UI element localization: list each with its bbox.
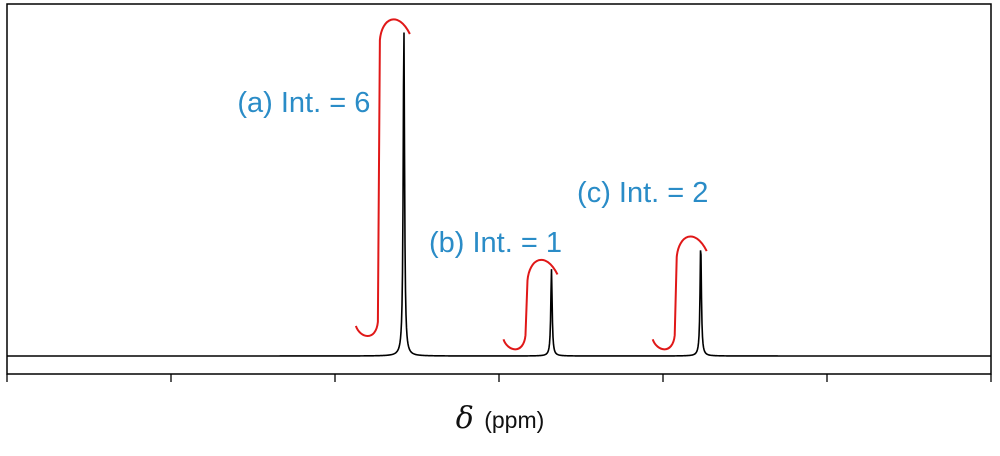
integral-curve-3 — [651, 235, 708, 351]
peak-label-2: (b) Int. = 1 — [429, 227, 562, 259]
x-axis-title: δ (ppm) — [456, 401, 545, 436]
integral-curves — [354, 18, 708, 351]
peak-label-3: (c) Int. = 2 — [577, 177, 708, 209]
integral-curve-2 — [502, 258, 559, 351]
spectrum-line — [7, 32, 991, 357]
x-axis-ticks — [6, 374, 992, 382]
integral-curve-1 — [354, 18, 411, 337]
plot-frame — [6, 3, 992, 375]
peak-labels: (a) Int. = 6 (b) Int. = 1 (c) Int. = 2 — [237, 87, 708, 259]
x-axis-symbol: δ — [456, 401, 474, 436]
peak-label-1: (a) Int. = 6 — [237, 87, 370, 119]
x-axis-unit: (ppm) — [484, 407, 544, 433]
